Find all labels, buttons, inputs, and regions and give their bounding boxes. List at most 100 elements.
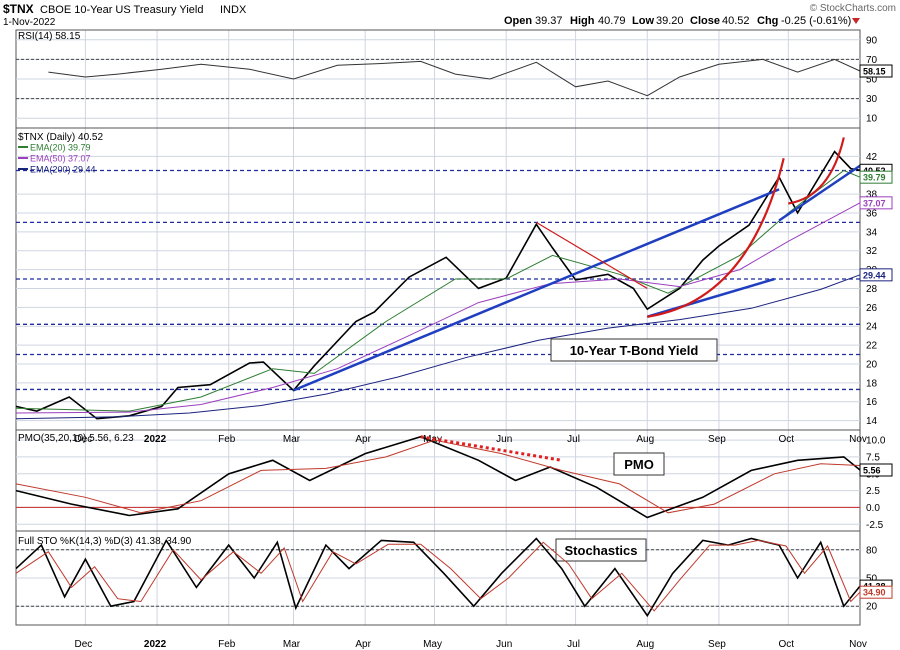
x-tick-label: Mar <box>283 639 301 650</box>
rsi-panel-title: RSI(14) 58.15 <box>18 31 81 42</box>
parabolic-curve <box>788 137 845 205</box>
x-tick-label: Oct <box>779 639 795 650</box>
y-tick-label: 26 <box>866 303 878 314</box>
y-axis-rsi: 10 30 50 70 90 <box>16 35 878 125</box>
pmo-annotation: PMO <box>613 452 665 476</box>
parabolic-curve <box>647 157 785 318</box>
y-tick-label: 90 <box>866 35 878 46</box>
x-tick-label: Dec <box>74 434 92 445</box>
y-tick-label: 32 <box>866 246 878 257</box>
price-last-tag-3-box <box>859 268 893 282</box>
x-tick-label: Sep <box>708 639 726 650</box>
x-tick-label: Feb <box>218 639 236 650</box>
chg-value: -0.25 (-0.61%) <box>781 15 851 27</box>
x-tick-label: Sep <box>708 434 726 445</box>
y-tick-label: 16 <box>866 397 878 408</box>
ema50-line <box>15 202 861 414</box>
rsi-last-tag: 58.15 <box>859 64 893 78</box>
y-tick-label: 34 <box>866 227 878 238</box>
price-last-tag-2-text: 37.07 <box>863 198 886 208</box>
y-tick-label: 14 <box>866 416 878 427</box>
watermark: © StockCharts.com <box>810 3 896 14</box>
x-tick-label: Nov <box>849 639 867 650</box>
chart-panels: 10305070901416182022242628303234363842-2… <box>15 29 893 650</box>
y-tick-label: 20 <box>866 602 878 613</box>
close-label: Close <box>690 15 720 27</box>
high-label: High <box>570 15 595 27</box>
ema20-line <box>15 169 861 412</box>
y-tick-label: 28 <box>866 284 878 295</box>
x-tick-label: Aug <box>636 639 654 650</box>
sto-d-line <box>15 539 861 612</box>
price-last-tag-2: 37.07 <box>859 196 893 210</box>
y-axis-price: 1416182022242628303234363842 <box>16 152 878 427</box>
y-tick-label: 10.0 <box>866 436 886 447</box>
price-annotation-box <box>550 338 718 362</box>
y-tick-label: 22 <box>866 341 878 352</box>
chg-label: Chg <box>757 15 778 27</box>
x-tick-label: Apr <box>355 639 371 650</box>
pmo-panel-title: PMO(35,20,10) 5.56, 6.23 <box>18 433 134 444</box>
y-tick-label: 2.5 <box>866 486 880 497</box>
close-value: 40.52 <box>722 15 750 27</box>
y-tick-label: 24 <box>866 322 878 333</box>
sto-k-line <box>15 537 861 618</box>
pmo-last-tag-text: 5.56 <box>863 465 881 475</box>
y-tick-label: -2.5 <box>866 520 884 531</box>
y-tick-label: 30 <box>866 94 878 105</box>
pmo-last-tag: 5.56 <box>859 463 893 477</box>
support-trendline <box>778 164 861 222</box>
open-label: Open <box>504 15 532 27</box>
x-tick-label: Apr <box>355 434 371 445</box>
x-tick-label: 2022 <box>144 639 167 650</box>
sto-d-last-tag: 34.90 <box>859 585 893 599</box>
y-tick-label: 10 <box>866 114 878 125</box>
pmo-annotation-text: PMO <box>624 457 654 472</box>
symbol-label: $TNX <box>3 2 34 16</box>
price-last-tag-1-box <box>859 170 893 184</box>
y-tick-label: 18 <box>866 378 878 389</box>
x-tick-label: May <box>423 639 442 650</box>
y-tick-label: 38 <box>866 190 878 201</box>
y-axis-sto: 20 50 80 <box>16 545 878 613</box>
x-tick-label: Jul <box>567 434 580 445</box>
x-tick-label: Nov <box>849 434 867 445</box>
low-label: Low <box>632 15 654 27</box>
legend-entry: EMA(50) 37.07 <box>30 154 91 164</box>
legend-entry: EMA(20) 39.79 <box>30 143 91 153</box>
price-annotation-text: 10-Year T-Bond Yield <box>570 343 699 358</box>
price-last-tag-2-box <box>859 196 893 210</box>
ema200-line <box>15 274 861 420</box>
y-tick-label: 20 <box>866 359 878 370</box>
x-tick-label: Feb <box>218 434 236 445</box>
price-panel-title: $TNX (Daily) 40.52 <box>18 132 103 143</box>
legend-entry: EMA(200) 29.44 <box>30 165 96 175</box>
y-axis-pmo: -2.50.02.55.07.510.0 <box>16 436 886 531</box>
pmo-last-tag-box <box>859 463 893 477</box>
x-axis-bottom: Dec 2022 Feb Mar Apr May Jun Jul Aug Sep Oct Nov <box>74 639 866 650</box>
y-tick-label: 42 <box>866 152 878 163</box>
low-value: 39.20 <box>656 15 684 27</box>
support-trendline <box>646 277 775 318</box>
y-tick-label: 70 <box>866 55 878 66</box>
sto-d-last-tag-box <box>859 585 893 599</box>
price-last-tag-3: 29.44 <box>859 268 893 282</box>
sto-annotation-text: Stochastics <box>565 543 638 558</box>
high-value: 40.79 <box>598 15 626 27</box>
price-last-tag-1-text: 39.79 <box>863 173 886 183</box>
price-line <box>15 150 861 420</box>
down-arrow-icon <box>852 18 860 24</box>
pmo-line <box>15 435 861 519</box>
sto-annotation-box <box>555 538 647 562</box>
pmo-signal-line <box>15 439 861 514</box>
price-last-tag-3-text: 29.44 <box>863 270 886 280</box>
price-last-tag-1: 39.79 <box>859 170 893 184</box>
sto-annotation: Stochastics <box>555 538 647 562</box>
x-tick-label: Dec <box>74 639 92 650</box>
sto-panel-title: Full STO %K(14,3) %D(3) 41.38, 34.90 <box>18 536 192 547</box>
support-trendline <box>293 188 780 392</box>
x-tick-label: 2022 <box>144 434 167 445</box>
